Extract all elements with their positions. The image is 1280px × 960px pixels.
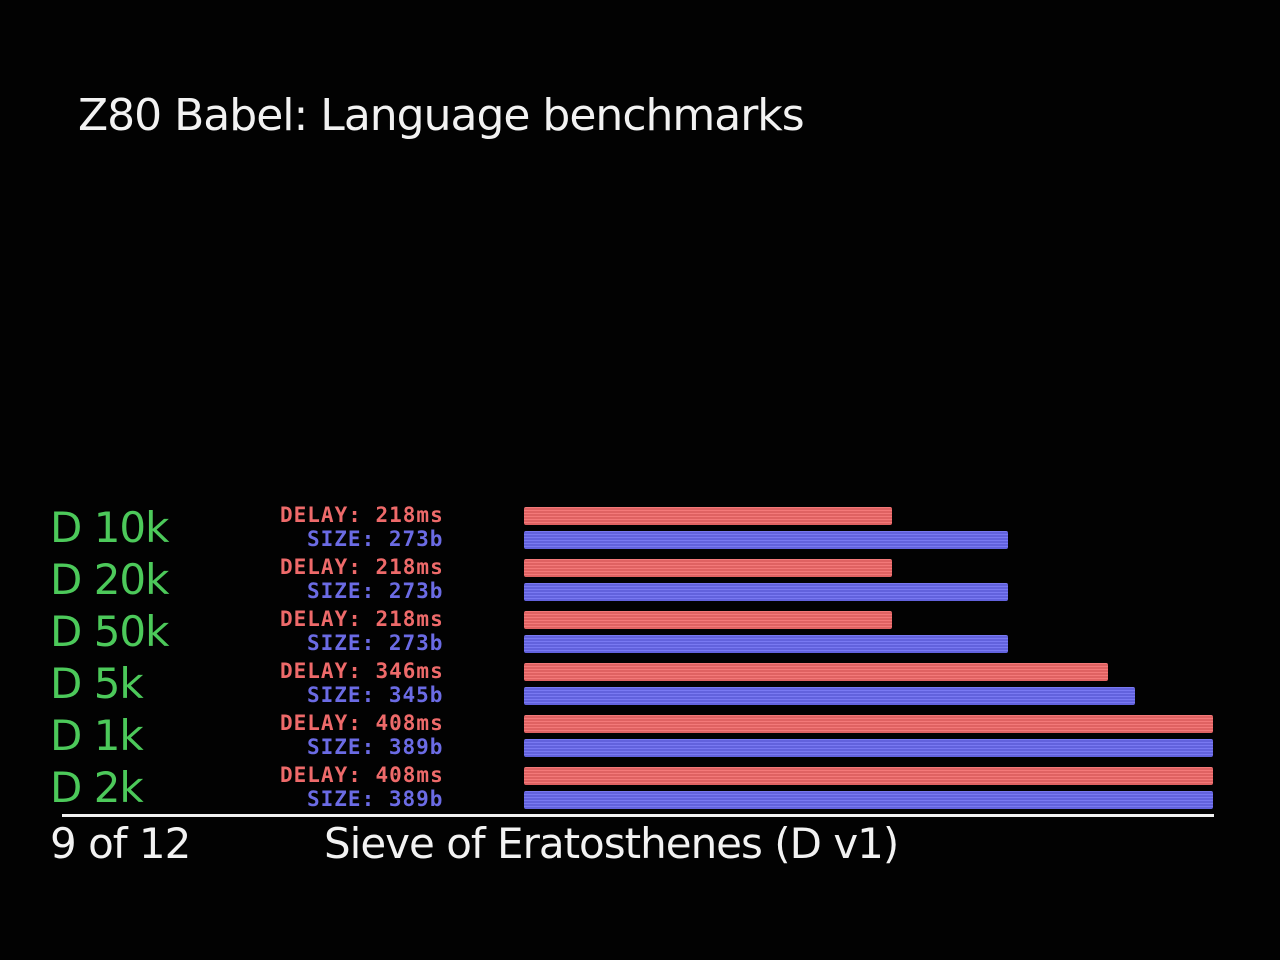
size-value-label: SIZE: 389b	[307, 735, 444, 759]
size-value-label: SIZE: 273b	[307, 527, 444, 551]
size-value-label: SIZE: 273b	[307, 631, 444, 655]
delay-bar	[524, 611, 892, 629]
delay-value-label: DELAY: 346ms	[280, 659, 444, 683]
row-label: D 20k	[50, 555, 169, 604]
row-label: D 50k	[50, 607, 169, 656]
chart-title: Z80 Babel: Language benchmarks	[78, 90, 805, 141]
delay-bar	[524, 715, 1213, 733]
size-value-label: SIZE: 389b	[307, 787, 444, 811]
benchmark-name: Sieve of Eratosthenes (D v1)	[324, 819, 899, 868]
size-value-label: SIZE: 345b	[307, 683, 444, 707]
delay-value-label: DELAY: 218ms	[280, 607, 444, 631]
row-label: D 2k	[50, 763, 144, 812]
chart-baseline	[62, 814, 1214, 817]
row-label: D 1k	[50, 711, 144, 760]
size-bar	[524, 635, 1008, 653]
size-value-label: SIZE: 273b	[307, 579, 444, 603]
size-bar	[524, 583, 1008, 601]
delay-value-label: DELAY: 218ms	[280, 503, 444, 527]
row-label: D 5k	[50, 659, 144, 708]
delay-bar	[524, 507, 892, 525]
size-bar	[524, 739, 1213, 757]
delay-value-label: DELAY: 218ms	[280, 555, 444, 579]
delay-bar	[524, 559, 892, 577]
delay-value-label: DELAY: 408ms	[280, 711, 444, 735]
delay-bar	[524, 663, 1108, 681]
size-bar	[524, 791, 1213, 809]
page-indicator: 9 of 12	[50, 819, 191, 868]
delay-bar	[524, 767, 1213, 785]
size-bar	[524, 531, 1008, 549]
row-label: D 10k	[50, 503, 169, 552]
delay-value-label: DELAY: 408ms	[280, 763, 444, 787]
size-bar	[524, 687, 1135, 705]
